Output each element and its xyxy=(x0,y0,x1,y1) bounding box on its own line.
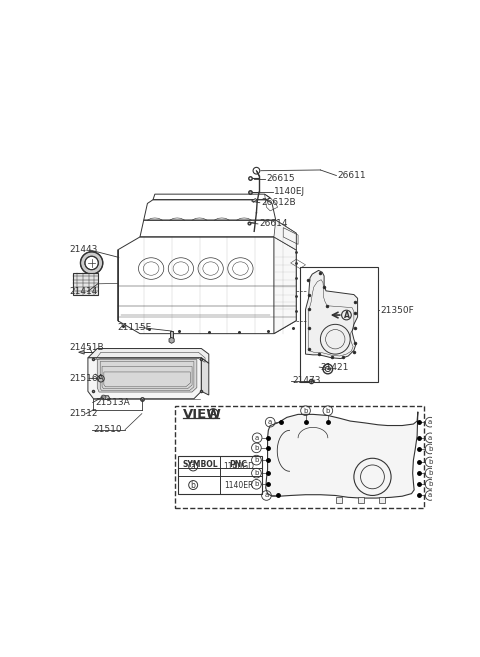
Text: b: b xyxy=(254,482,259,487)
Text: 1140GD: 1140GD xyxy=(223,462,254,471)
Text: 21512: 21512 xyxy=(69,409,98,418)
Text: 21414: 21414 xyxy=(69,287,97,296)
Bar xyxy=(359,497,364,503)
Text: 26612B: 26612B xyxy=(261,198,296,207)
Polygon shape xyxy=(88,358,202,399)
Text: 26614: 26614 xyxy=(259,219,288,229)
Text: A: A xyxy=(344,311,349,319)
Text: a: a xyxy=(255,435,259,441)
Circle shape xyxy=(97,375,104,382)
Text: 1140ER: 1140ER xyxy=(224,480,253,489)
Text: 21510: 21510 xyxy=(94,425,122,434)
Text: b: b xyxy=(254,470,259,476)
Text: b: b xyxy=(303,407,308,414)
Polygon shape xyxy=(274,237,296,334)
Text: 21443: 21443 xyxy=(69,246,97,254)
Text: a: a xyxy=(268,419,272,425)
Polygon shape xyxy=(202,358,209,395)
Text: 26615: 26615 xyxy=(266,174,295,183)
Text: b: b xyxy=(191,480,196,489)
FancyBboxPatch shape xyxy=(175,406,424,508)
Text: b: b xyxy=(428,482,432,487)
Text: a: a xyxy=(191,462,195,471)
Text: b: b xyxy=(254,445,259,451)
Text: 21516A: 21516A xyxy=(69,374,104,383)
Text: b: b xyxy=(428,459,432,465)
Wedge shape xyxy=(81,252,103,274)
Text: 26611: 26611 xyxy=(337,171,366,180)
Text: a: a xyxy=(428,493,432,499)
Text: a: a xyxy=(428,435,432,441)
Polygon shape xyxy=(252,198,257,202)
Text: a: a xyxy=(428,419,432,425)
Text: 21350F: 21350F xyxy=(380,306,414,315)
Text: 21473: 21473 xyxy=(292,376,321,386)
Polygon shape xyxy=(97,359,197,392)
Text: VIEW: VIEW xyxy=(183,408,222,421)
Polygon shape xyxy=(103,396,110,399)
Polygon shape xyxy=(305,271,358,359)
Bar xyxy=(379,497,385,503)
Text: SYMBOL: SYMBOL xyxy=(182,460,218,469)
FancyBboxPatch shape xyxy=(73,273,98,294)
Bar xyxy=(336,497,342,503)
Text: 21421: 21421 xyxy=(321,363,349,372)
Polygon shape xyxy=(79,350,84,354)
Polygon shape xyxy=(266,412,418,498)
Text: A: A xyxy=(210,409,216,418)
Text: 21115E: 21115E xyxy=(118,323,152,332)
Text: b: b xyxy=(254,457,259,463)
Text: 1140EJ: 1140EJ xyxy=(274,187,305,196)
Text: 21513A: 21513A xyxy=(96,398,130,407)
Text: a: a xyxy=(264,493,269,499)
Text: 21451B: 21451B xyxy=(69,343,104,352)
Polygon shape xyxy=(274,220,296,250)
Text: b: b xyxy=(325,407,330,414)
Text: b: b xyxy=(428,470,432,476)
Polygon shape xyxy=(169,337,174,344)
Polygon shape xyxy=(88,348,209,363)
Text: PNC: PNC xyxy=(229,460,248,469)
Text: b: b xyxy=(428,446,432,452)
Polygon shape xyxy=(170,331,173,340)
